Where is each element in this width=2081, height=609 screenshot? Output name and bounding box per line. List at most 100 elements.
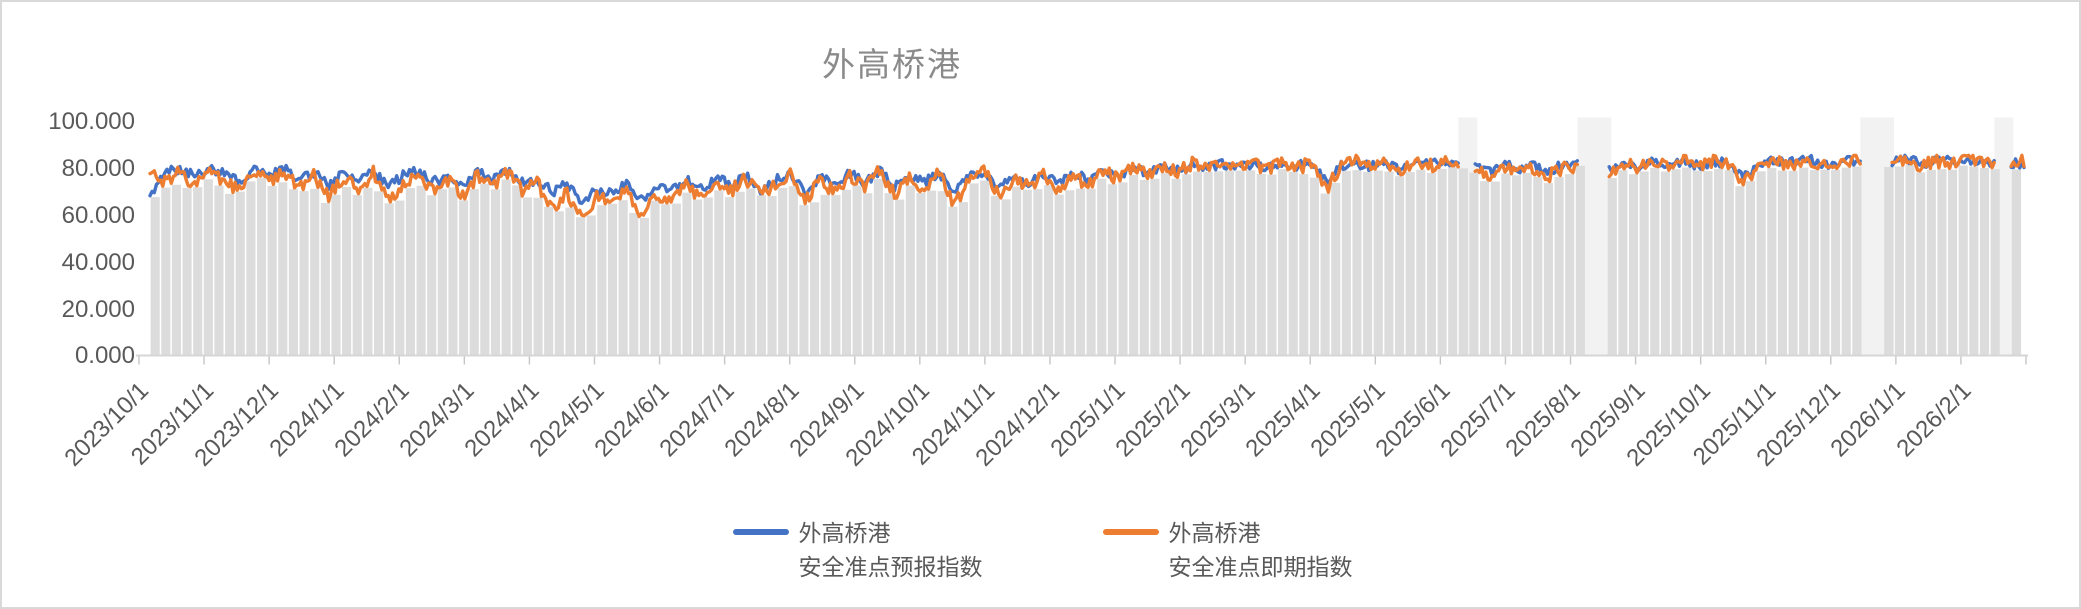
chart-graphic <box>1192 171 1203 356</box>
chart-graphic <box>512 185 522 356</box>
chart-graphic <box>1650 167 1660 356</box>
legend-label-line: 安全准点即期指数 <box>1168 554 1353 580</box>
chart-graphic <box>1107 184 1117 356</box>
forecast-line-swatch-icon <box>732 529 789 535</box>
spot-index-line <box>148 153 1460 219</box>
chart-graphic <box>235 191 245 356</box>
chart-graphic <box>1490 181 1500 356</box>
chart-graphic <box>1969 166 1979 356</box>
y-axis-label: 60.000 <box>61 202 135 229</box>
chart-graphic <box>1480 181 1490 356</box>
chart-graphic <box>1543 183 1554 356</box>
spot-index-line <box>1607 153 1862 187</box>
chart-graphic <box>373 191 384 356</box>
chart-graphic <box>171 184 182 356</box>
chart-graphic <box>958 202 969 356</box>
chart-graphic <box>331 194 341 356</box>
spot-index-line <box>2009 153 2026 169</box>
spot-index-line <box>1890 153 1996 173</box>
chart-graphic <box>1692 170 1702 356</box>
chart-graphic <box>352 194 362 356</box>
chart-graphic <box>873 178 883 356</box>
chart-graphic <box>501 179 511 356</box>
chart-graphic <box>459 200 469 356</box>
chart-graphic <box>682 192 692 356</box>
chart-graphic <box>607 203 618 356</box>
chart-graphic <box>1437 168 1447 356</box>
chart-graphic <box>1075 188 1086 356</box>
chart-graphic <box>639 217 649 356</box>
chart-graphic <box>1820 169 1830 356</box>
spot-line-swatch-icon <box>1102 529 1159 535</box>
chart-graphic <box>1235 170 1245 356</box>
chart-graphic <box>480 183 490 356</box>
chart-graphic <box>1852 166 1862 356</box>
chart-graphic <box>1288 171 1298 356</box>
chart-graphic <box>767 195 777 356</box>
chart-graphic <box>1575 165 1585 356</box>
chart-graphic <box>1618 170 1628 356</box>
chart-graphic <box>1841 167 1851 356</box>
chart-graphic <box>1065 190 1075 356</box>
chart-graphic <box>1182 174 1192 356</box>
chart-graphic <box>1160 173 1171 356</box>
chart-graphic <box>1277 169 1288 356</box>
chart-graphic <box>427 195 437 356</box>
chart-graphic <box>650 200 660 356</box>
chart-graphic <box>522 197 532 356</box>
chart-graphic <box>1022 189 1032 356</box>
chart-graphic <box>927 190 937 356</box>
chart-graphic <box>746 188 756 356</box>
chart-graphic <box>395 200 405 356</box>
chart-graphic <box>980 180 990 356</box>
chart-graphic <box>1043 185 1054 356</box>
chart-graphic <box>778 187 788 356</box>
chart-graphic <box>1118 182 1128 356</box>
y-axis-label: 100.000 <box>48 108 135 135</box>
chart-graphic <box>1777 170 1787 356</box>
legend-item-spot[interactable]: 外高桥港 安全准点即期指数 <box>1102 516 1353 584</box>
chart-graphic <box>1458 168 1468 356</box>
chart-graphic <box>565 207 575 356</box>
chart-graphic <box>1671 169 1681 356</box>
chart-graphic <box>1511 175 1522 356</box>
chart-graphic <box>246 181 256 356</box>
chart-graphic <box>629 212 639 356</box>
legend: 外高桥港 安全准点预报指数 外高桥港 安全准点即期指数 <box>2 516 2079 584</box>
legend-label-forecast: 外高桥港 安全准点预报指数 <box>799 516 983 584</box>
chart-graphic <box>1246 170 1256 356</box>
y-axis-label: 0.000 <box>74 342 135 369</box>
chart-graphic <box>1979 167 1990 356</box>
chart-graphic <box>1309 177 1320 356</box>
chart-graphic <box>544 206 554 356</box>
chart-graphic <box>671 203 681 356</box>
chart-graphic <box>1331 182 1341 356</box>
chart-graphic <box>1129 175 1139 356</box>
chart-graphic <box>384 203 394 356</box>
chart-graphic <box>969 183 979 356</box>
chart-graphic <box>1214 171 1224 356</box>
chart-graphic <box>1916 172 1926 356</box>
chart-graphic <box>533 197 543 356</box>
chart-graphic <box>416 185 426 356</box>
chart-graphic <box>225 193 235 356</box>
chart-graphic <box>1224 170 1234 356</box>
chart-graphic <box>288 189 298 356</box>
chart-graphic <box>810 202 820 356</box>
chart-graphic <box>1745 181 1756 356</box>
chart-graphic <box>448 187 458 356</box>
chart-title: 外高桥港 <box>822 46 962 83</box>
chart-graphic <box>1831 169 1841 356</box>
chart-graphic <box>618 200 628 356</box>
legend-label-line: 安全准点预报指数 <box>798 554 983 580</box>
legend-label-line: 外高桥港 <box>1168 520 1261 546</box>
chart-graphic <box>1628 174 1639 356</box>
chart-graphic <box>1139 179 1149 356</box>
chart-graphic <box>820 194 830 356</box>
chart-graphic <box>1926 169 1936 356</box>
chart-graphic <box>1256 174 1266 356</box>
legend-item-forecast[interactable]: 外高桥港 安全准点预报指数 <box>732 516 983 584</box>
chart-graphic <box>661 204 671 356</box>
